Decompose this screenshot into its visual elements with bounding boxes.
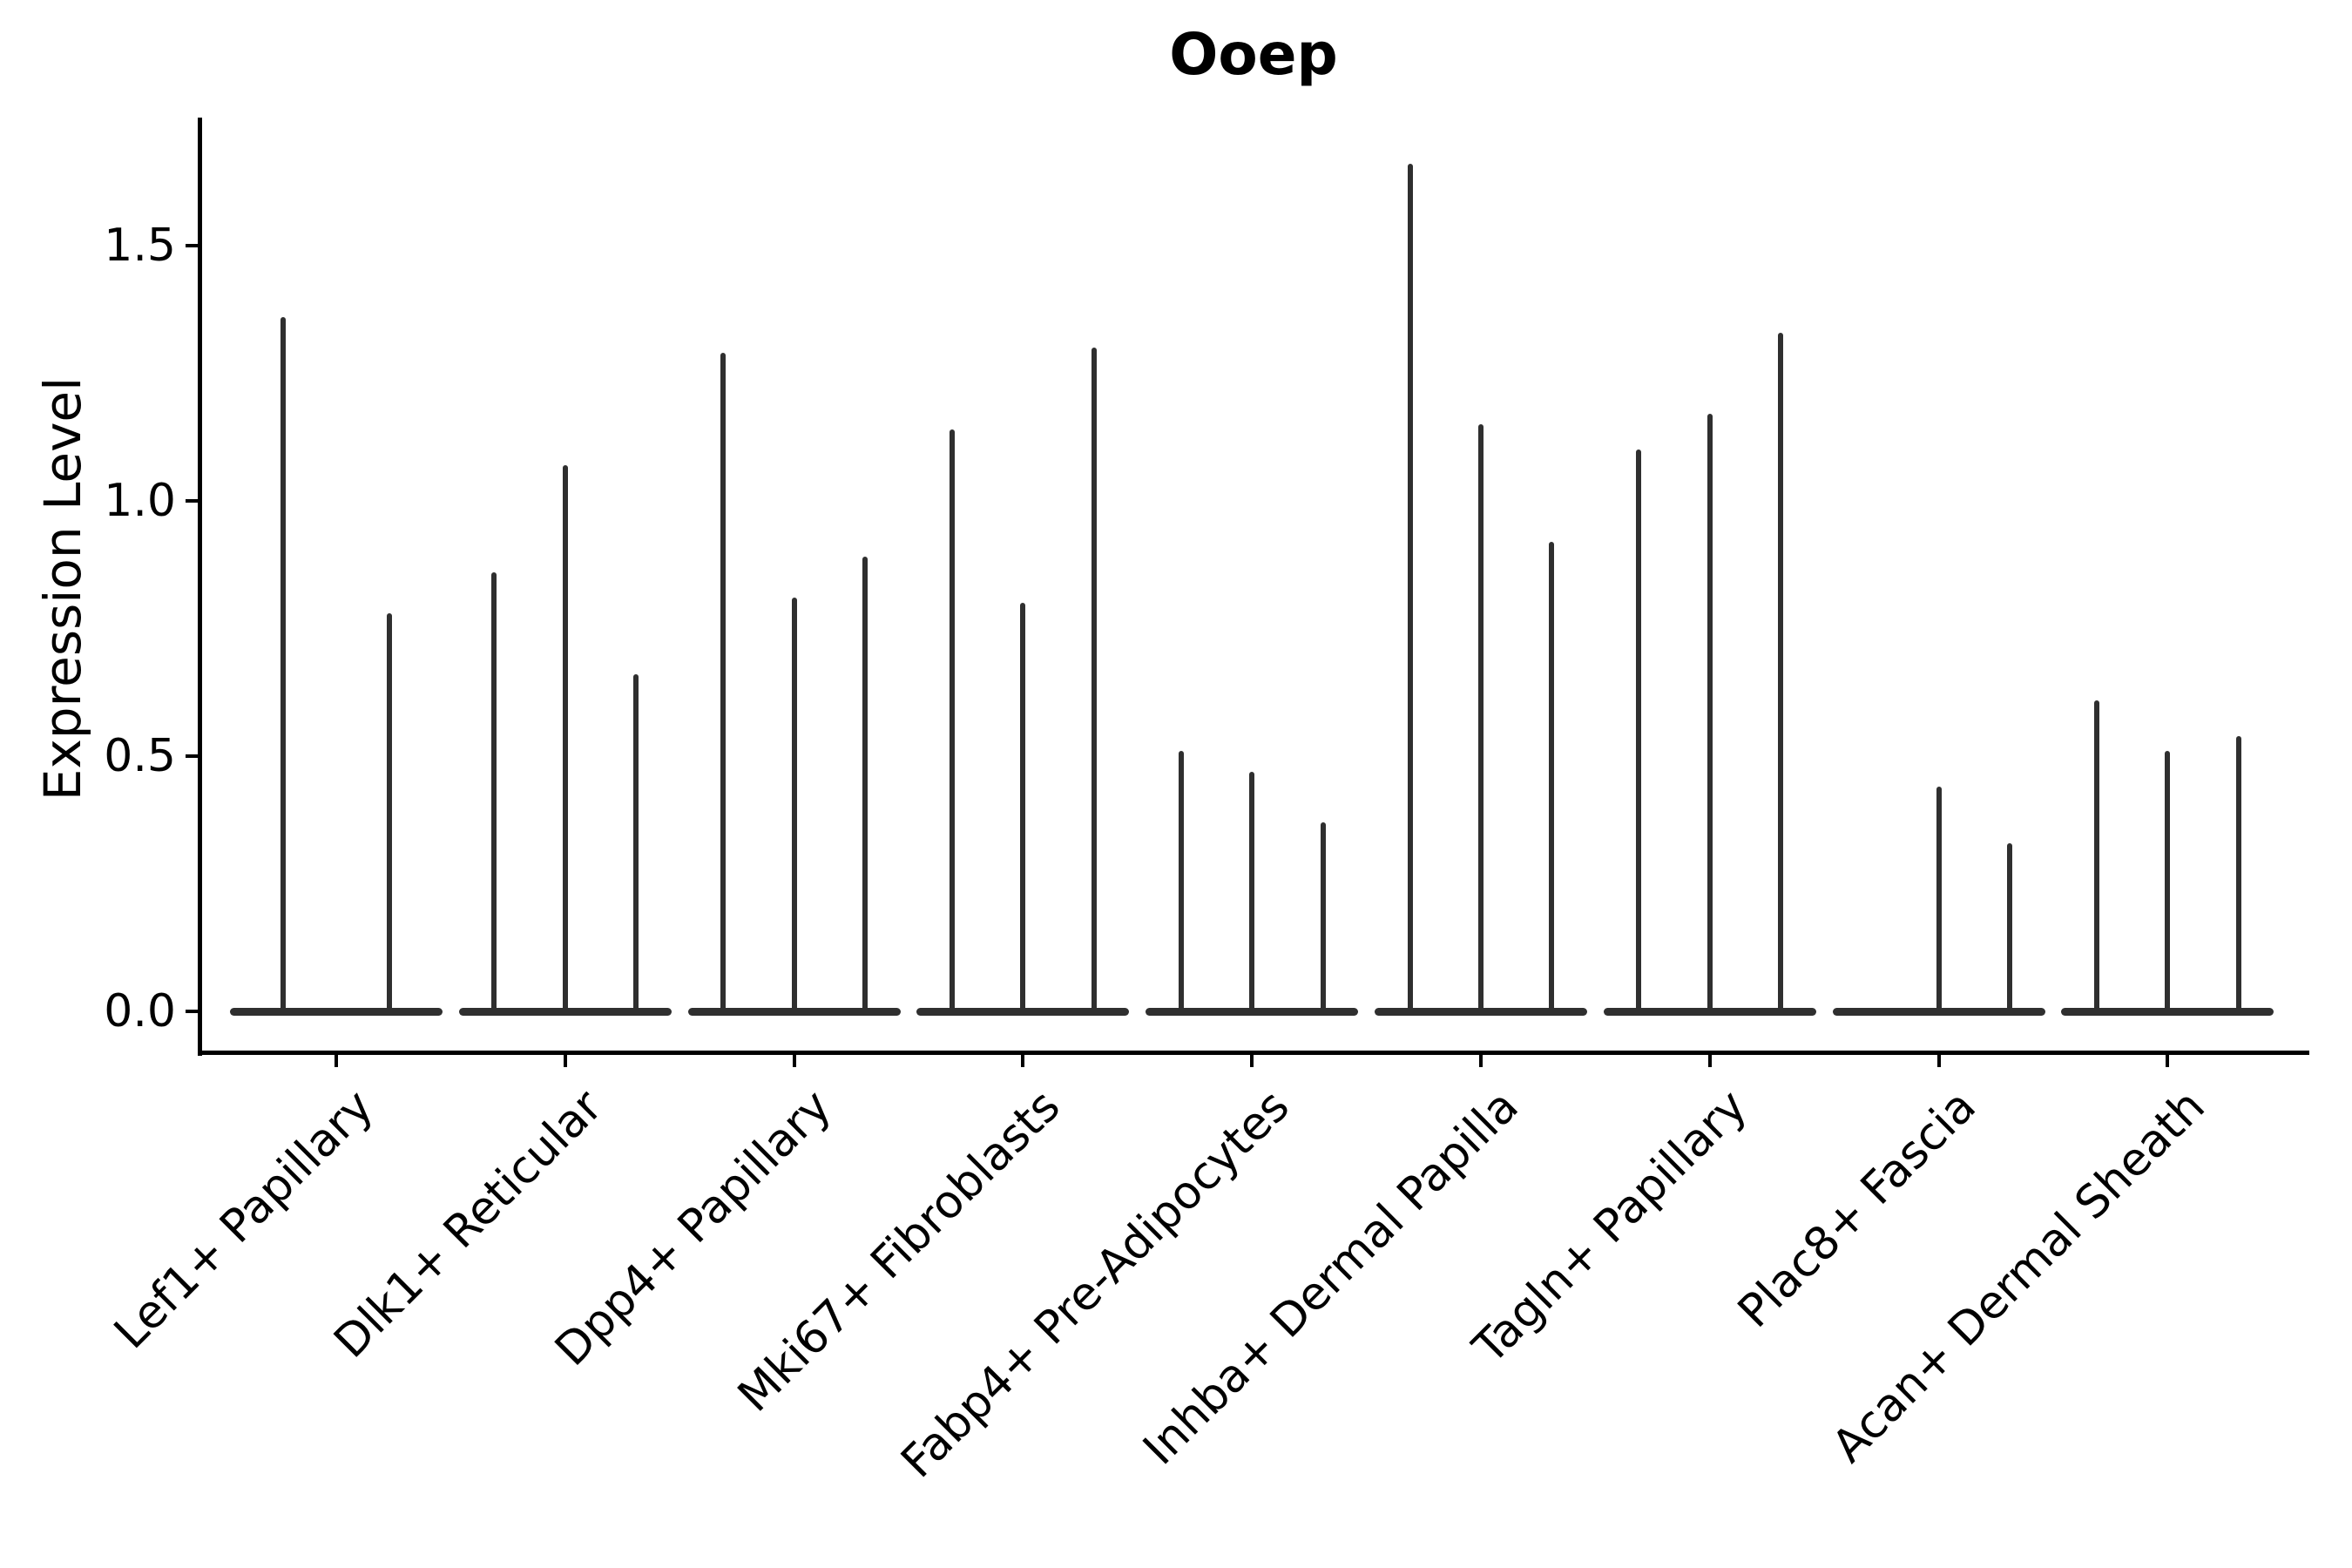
y-tick-label: 0.0	[104, 985, 176, 1037]
x-tick-mark	[1707, 1055, 1712, 1067]
violin-spike	[1178, 751, 1184, 1015]
x-tick-mark	[1021, 1055, 1025, 1067]
violin-spike	[1020, 603, 1026, 1015]
violin-baseline	[230, 1008, 443, 1016]
violin-spike	[1091, 348, 1097, 1015]
violin-spike	[1636, 449, 1642, 1015]
x-axis-spine	[198, 1051, 2309, 1055]
x-tick-mark	[1479, 1055, 1483, 1067]
violin-spike	[1778, 332, 1784, 1015]
violin-spike	[1407, 164, 1413, 1015]
violin-spike	[1249, 771, 1255, 1015]
y-tick-label: 1.5	[104, 220, 176, 272]
y-tick-mark	[186, 1010, 198, 1013]
violin-spike	[387, 612, 392, 1015]
x-tick-label: Inhba+ Dermal Papilla	[1132, 1080, 1529, 1476]
x-tick-mark	[1250, 1055, 1254, 1067]
y-tick-mark	[186, 754, 198, 758]
violin-spike	[633, 674, 639, 1015]
x-tick-label: Acan+ Dermal Sheath	[1822, 1080, 2215, 1473]
y-axis-spine	[198, 118, 202, 1056]
violin-spike	[1707, 414, 1713, 1015]
violin-spike	[1320, 822, 1326, 1015]
y-tick-label: 1.0	[104, 475, 176, 527]
x-tick-mark	[563, 1055, 567, 1067]
violin-spike	[2094, 700, 2100, 1015]
violin-spike	[1478, 424, 1484, 1015]
violin-spike	[2006, 842, 2012, 1015]
x-tick-label: Fabp4+ Pre-Adipocytes	[891, 1080, 1300, 1489]
violin-spike	[720, 353, 727, 1015]
violin-spike	[2235, 735, 2241, 1015]
violin-spike	[791, 598, 797, 1015]
x-tick-mark	[1936, 1055, 1941, 1067]
violin-spike	[950, 429, 956, 1015]
violin-spike	[491, 572, 497, 1015]
y-tick-mark	[186, 244, 198, 247]
x-tick-mark	[335, 1055, 338, 1067]
x-tick-mark	[2166, 1055, 2170, 1067]
violin-spike	[862, 557, 868, 1015]
y-tick-label: 0.5	[104, 730, 176, 782]
y-tick-mark	[186, 499, 198, 503]
violin-spike	[562, 464, 568, 1015]
violin-spike	[280, 317, 286, 1015]
violin-spike	[1936, 787, 1942, 1015]
chart-title: Ooep	[1169, 21, 1338, 88]
violin-spike	[2165, 751, 2171, 1015]
violin-spike	[1549, 541, 1555, 1015]
x-tick-mark	[792, 1055, 796, 1067]
x-tick-label: Plac8+ Fascia	[1728, 1080, 1987, 1338]
